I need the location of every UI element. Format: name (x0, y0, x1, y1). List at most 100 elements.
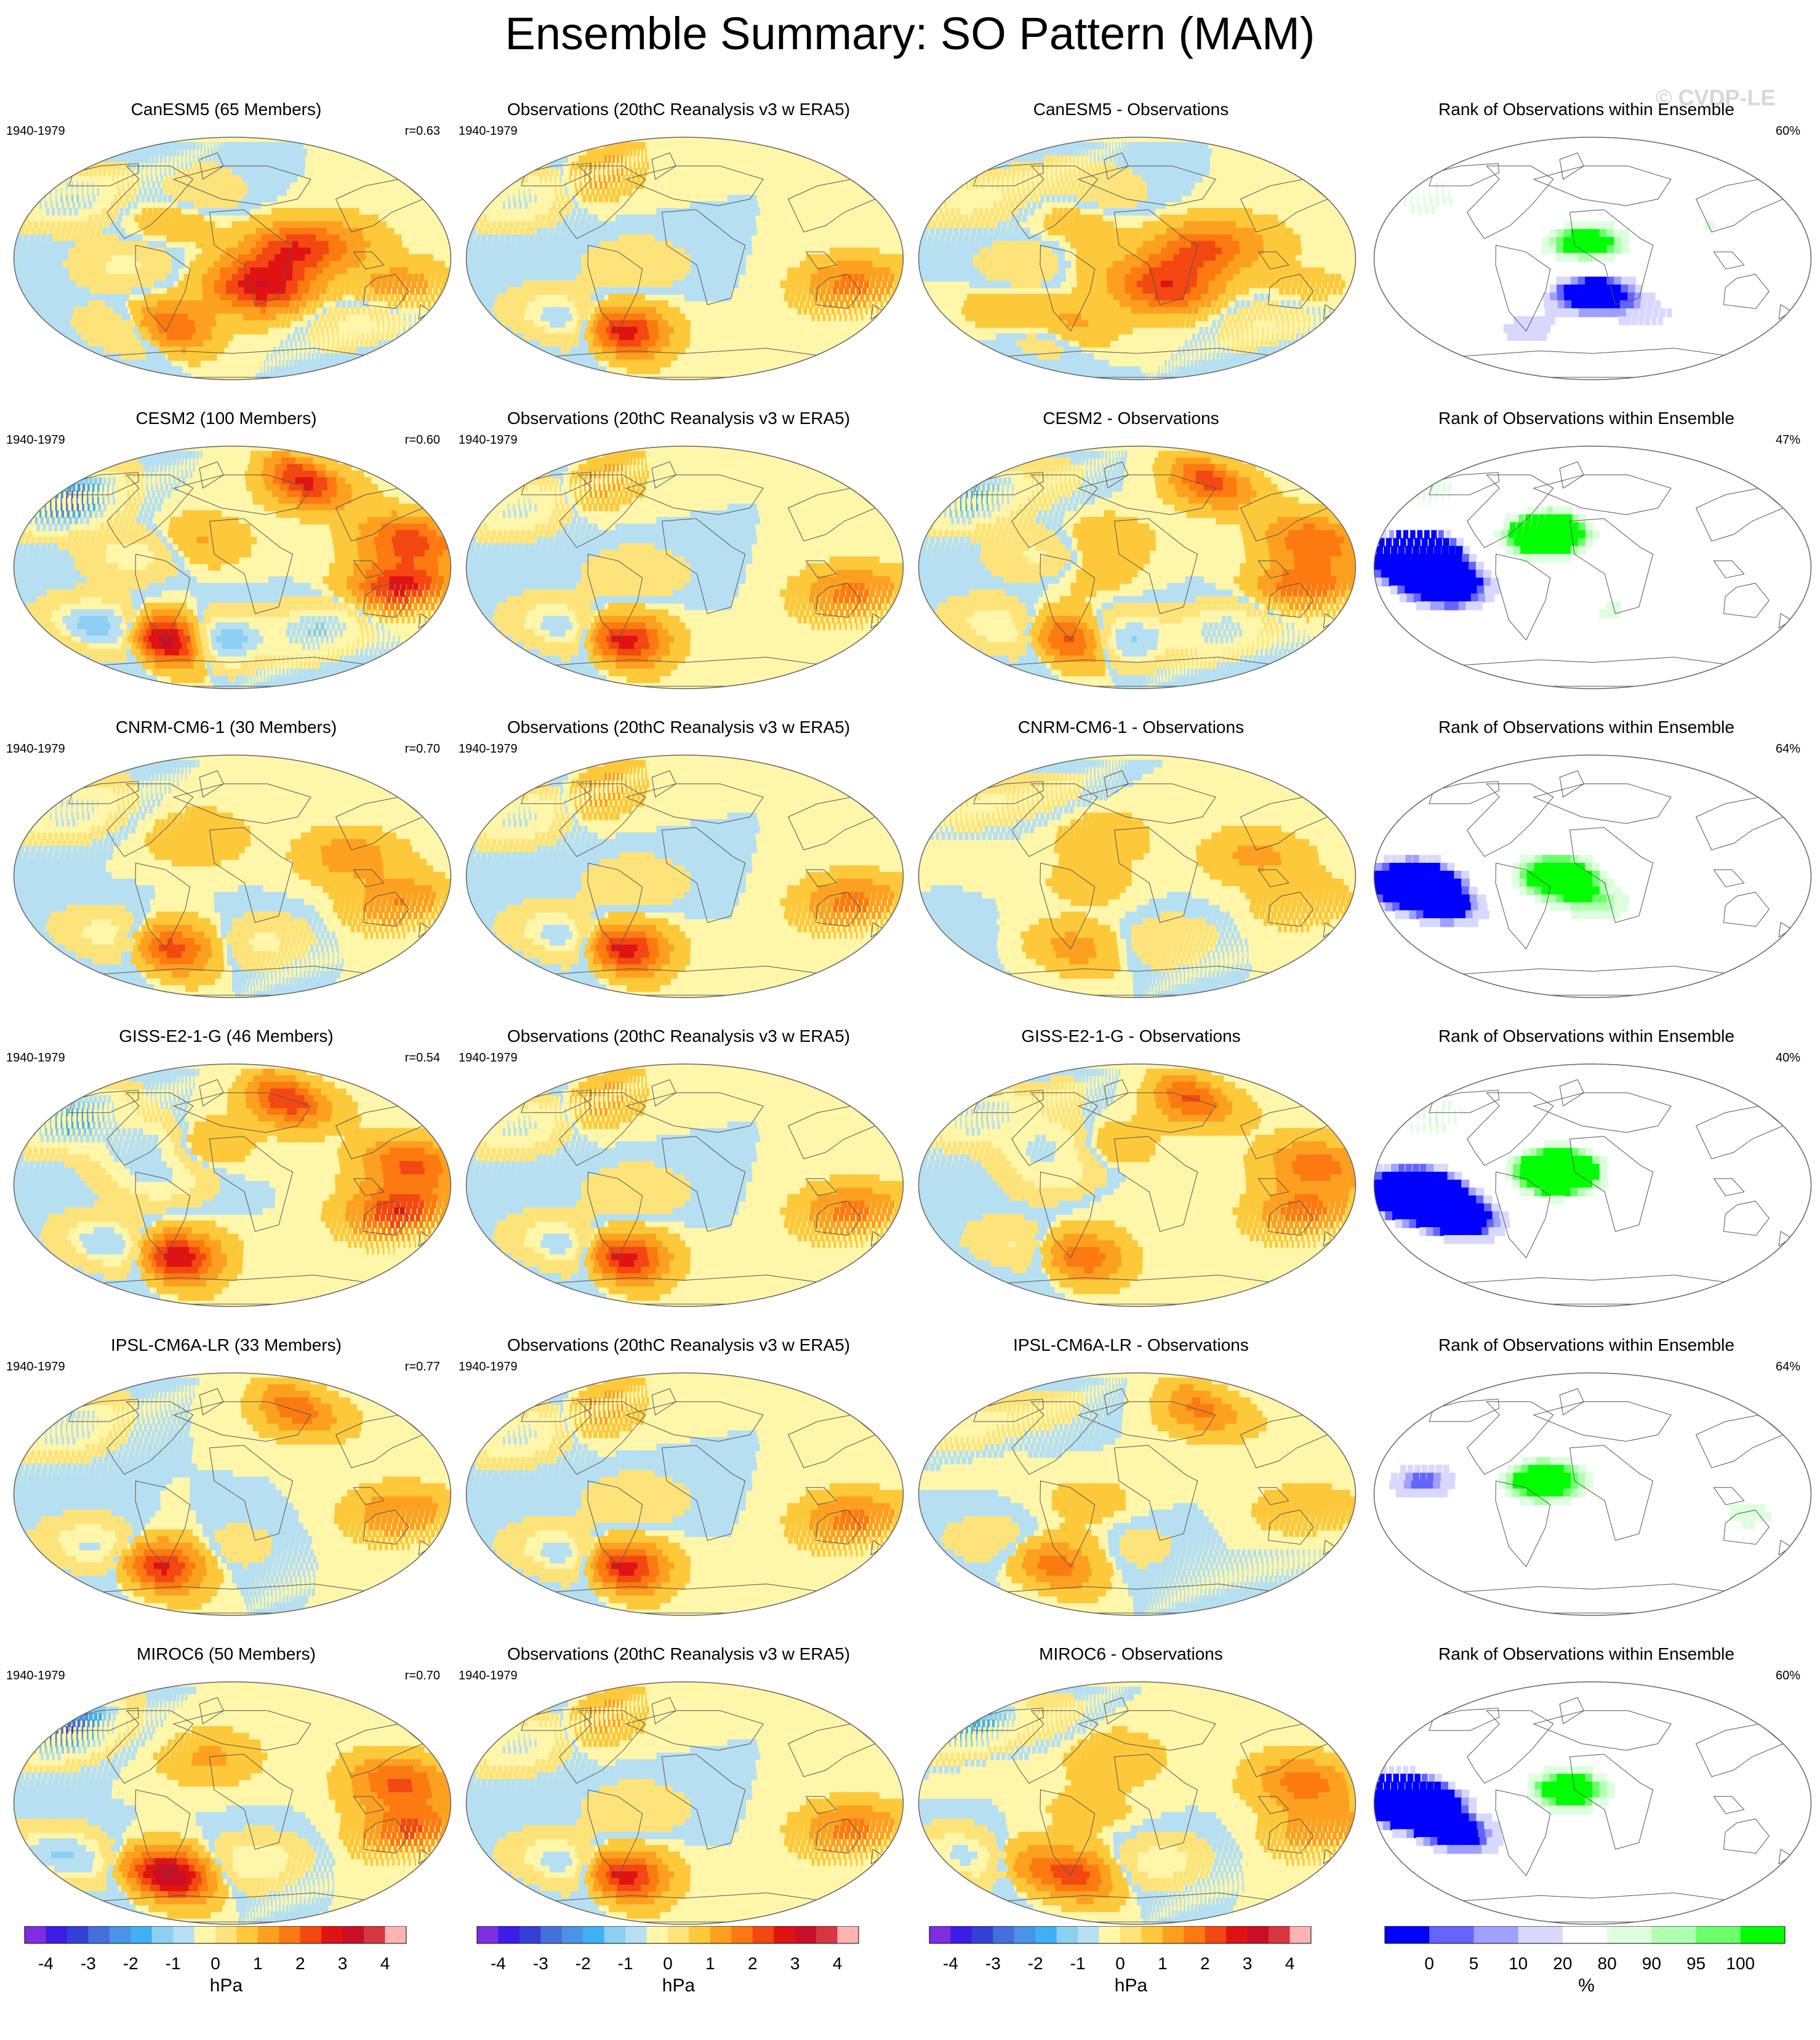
observations-map (465, 135, 905, 382)
colorbar-swatch (257, 1926, 279, 1943)
difference-map (917, 753, 1357, 999)
panel-title: Observations (20thC Reanalysis v3 w ERA5… (452, 1335, 905, 1355)
panel-title: CanESM5 - Observations (905, 100, 1357, 119)
difference-map (917, 1062, 1357, 1308)
colorbar-swatch (279, 1926, 301, 1943)
rank-percent-label: 64% (1776, 742, 1800, 756)
colorbar-tick-label: 0 (1424, 1954, 1434, 1973)
panel-rank-map: Rank of Observations within Ensemble 64% (1360, 1335, 1813, 1644)
difference-map (917, 444, 1357, 690)
colorbar-swatch (1562, 1926, 1608, 1943)
panel-model-ensemble-mean-map: CNRM-CM6-1 (30 Members) 1940-1979 r=0.70 (0, 718, 452, 1026)
colorbar-swatch (385, 1926, 407, 1943)
difference-map (917, 1371, 1357, 1617)
colorbar-tick-label: 3 (1243, 1954, 1253, 1973)
colorbar-swatch (993, 1926, 1015, 1943)
panel-rank-map: Rank of Observations within Ensemble 64% (1360, 718, 1813, 1026)
panel-title: Rank of Observations within Ensemble (1360, 1335, 1813, 1355)
panel-model-ensemble-mean-map: GISS-E2-1-G (46 Members) 1940-1979 r=0.54 (0, 1026, 452, 1335)
colorbar-swatch (752, 1926, 774, 1943)
colorbar-tick-label: 0 (210, 1954, 220, 1973)
period-label: 1940-1979 (459, 433, 518, 447)
pattern-correlation-label: r=0.77 (405, 1360, 440, 1374)
panel-title: CESM2 - Observations (905, 409, 1357, 428)
colorbar-tick-label: -1 (1070, 1954, 1086, 1973)
panel-model-ensemble-mean-map: CESM2 (100 Members) 1940-1979 r=0.60 (0, 409, 452, 718)
panel-title: MIROC6 - Observations (905, 1644, 1357, 1664)
colorbar-tick-label: 0 (1115, 1954, 1125, 1973)
colorbar-swatch (1740, 1926, 1786, 1943)
panel-observations-map: Observations (20thC Reanalysis v3 w ERA5… (452, 1335, 905, 1644)
colorbar-tick-label: 1 (705, 1954, 715, 1973)
panel-difference-map: IPSL-CM6A-LR - Observations (905, 1335, 1357, 1644)
panel-model-ensemble-mean-map: MIROC6 (50 Members) 1940-1979 r=0.70 (0, 1644, 452, 1953)
rank-percent-label: 40% (1776, 1051, 1800, 1065)
colorbar-swatch (1184, 1926, 1206, 1943)
panel-observations-map: Observations (20thC Reanalysis v3 w ERA5… (452, 1026, 905, 1335)
colorbar-tick-label: -4 (943, 1954, 958, 1973)
observations-map (465, 1371, 905, 1617)
panel-title: Observations (20thC Reanalysis v3 w ERA5… (452, 718, 905, 737)
colorbar-swatch (1289, 1926, 1312, 1943)
panel-difference-map: CESM2 - Observations (905, 409, 1357, 718)
model-ensemble-mean-map (12, 444, 452, 690)
colorbar-tick-label: -2 (123, 1954, 138, 1973)
colorbar-swatch (342, 1926, 364, 1943)
colorbar-swatch (540, 1926, 563, 1943)
panel-title: Rank of Observations within Ensemble (1360, 409, 1813, 428)
colorbar-3: 0 5 10 20 80 90 95 100% (1360, 1926, 1813, 2040)
colorbar-swatch (971, 1926, 993, 1943)
colorbar-swatch (950, 1926, 972, 1943)
rank-percent-label: 60% (1776, 124, 1800, 138)
panel-observations-map: Observations (20thC Reanalysis v3 w ERA5… (452, 409, 905, 718)
colorbar-tick-label: 4 (1285, 1954, 1295, 1973)
colorbar-swatch (1247, 1926, 1269, 1943)
colorbar-swatch (1473, 1926, 1519, 1943)
colorbar-swatch (1696, 1926, 1741, 1943)
colorbar-swatch (1385, 1926, 1430, 1943)
model-ensemble-mean-map (12, 1680, 452, 1926)
colorbar-swatch (215, 1926, 237, 1943)
colorbar-0: -4 -3 -2 -1 0 1 2 3 4 hPa (0, 1926, 452, 2040)
period-label: 1940-1979 (459, 1360, 518, 1374)
colorbar-tick-label: 2 (295, 1954, 305, 1973)
colorbar-unit-label: hPa (0, 1975, 452, 1996)
colorbar-swatch (1518, 1926, 1563, 1943)
pattern-correlation-label: r=0.63 (405, 124, 440, 138)
pattern-correlation-label: r=0.60 (405, 433, 440, 447)
colorbar-swatch (1141, 1926, 1163, 1943)
panel-title: Rank of Observations within Ensemble (1360, 100, 1813, 119)
period-label: 1940-1979 (6, 1360, 65, 1374)
panel-rank-map: Rank of Observations within Ensemble 47% (1360, 409, 1813, 718)
rank-map (1373, 1680, 1813, 1926)
rank-percent-label: 64% (1776, 1360, 1800, 1374)
period-label: 1940-1979 (459, 124, 518, 138)
colorbar-swatch (731, 1926, 753, 1943)
colorbar-tick-label: -3 (81, 1954, 96, 1973)
colorbar-unit-label: hPa (905, 1975, 1357, 1996)
colorbar-swatch (25, 1926, 46, 1943)
colorbar-swatch (710, 1926, 732, 1943)
colorbar-tick-label: 3 (338, 1954, 348, 1973)
colorbar-swatch (236, 1926, 259, 1943)
colorbar-swatch (1056, 1926, 1078, 1943)
model-ensemble-mean-map (12, 1371, 452, 1617)
model-ensemble-mean-map (12, 135, 452, 382)
colorbar-swatch (625, 1926, 647, 1943)
colorbar-swatch (1035, 1926, 1057, 1943)
period-label: 1940-1979 (6, 742, 65, 756)
colorbar-swatch (1226, 1926, 1248, 1943)
colorbar-tick-label: 80 (1598, 1954, 1617, 1973)
colorbar-tick-label: -2 (575, 1954, 591, 1973)
panel-model-ensemble-mean-map: CanESM5 (65 Members) 1940-1979 r=0.63 (0, 100, 452, 409)
panel-difference-map: CanESM5 - Observations (905, 100, 1357, 409)
panel-title: IPSL-CM6A-LR (33 Members) (0, 1335, 452, 1355)
colorbar-swatch (46, 1926, 68, 1943)
colorbar-swatch (1014, 1926, 1036, 1943)
rank-percent-label: 47% (1776, 433, 1800, 447)
panel-observations-map: Observations (20thC Reanalysis v3 w ERA5… (452, 1644, 905, 1953)
colorbar-tick-label: 4 (380, 1954, 390, 1973)
period-label: 1940-1979 (6, 1669, 65, 1683)
colorbar-swatch (1099, 1926, 1121, 1943)
panel-difference-map: CNRM-CM6-1 - Observations (905, 718, 1357, 1026)
